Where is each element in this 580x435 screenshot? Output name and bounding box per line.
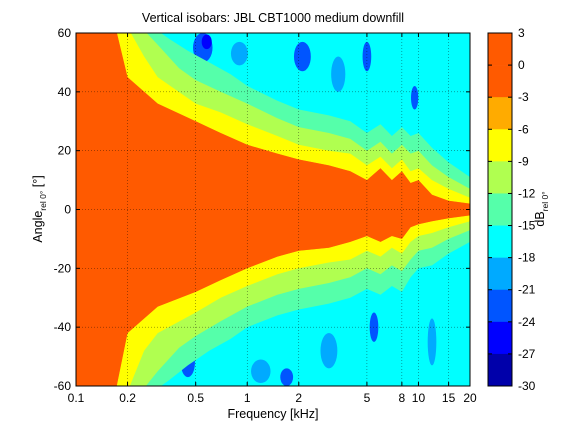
colorbar-band-3 [488,129,512,162]
x-tick-label-0.5: 0.5 [187,391,204,405]
low-level-patch-4 [331,56,346,92]
colorbar-tick-label--6: -6 [518,122,529,136]
colorbar-tick-label--21: -21 [518,283,536,297]
colorbar-band-8 [488,289,512,323]
y-tick-label-60: 60 [58,26,72,40]
colorbar-band-7 [488,257,512,291]
low-level-patch-3 [293,41,311,72]
colorbar-band-6 [488,225,512,258]
x-tick-label-0.2: 0.2 [119,391,136,405]
colorbar-tick-label--24: -24 [518,315,536,329]
x-axis-ticks: 0.1 0.2 0.5 1 2 5 8 10 15 20 [68,33,477,405]
y-axis-label: Anglerel 0° [°] [31,175,48,242]
low-level-patch-1 [201,34,212,50]
colorbar-tick-label--27: -27 [518,347,536,361]
y-tick-label--20: -20 [54,261,72,275]
low-level-patch-12 [427,318,437,366]
y-axis-ticks: 60 40 20 0 -20 -40 -60 [54,26,470,393]
colorbar-band-9 [488,321,512,355]
x-tick-label-0.1: 0.1 [68,391,85,405]
colorbar-band-1 [488,65,512,98]
colorbar-tick-label--15: -15 [518,219,536,233]
x-tick-label-15: 15 [442,391,456,405]
colorbar-tick-label-0: 0 [518,58,525,72]
low-level-patch-10 [320,333,338,369]
chart-title: Vertical isobars: JBL CBT1000 medium dow… [142,11,404,25]
isobar-field [76,33,470,386]
y-tick-label-0: 0 [64,203,71,217]
colorbar-label: dBrel 0° [533,191,550,226]
contour-band-core [76,33,470,386]
x-tick-label-10: 10 [412,391,426,405]
colorbar-band-4 [488,161,512,194]
y-tick-label--60: -60 [54,379,72,393]
y-axis-label-unit: [°] [31,175,45,190]
low-level-patch-6 [411,85,419,110]
colorbar-frame [487,32,513,387]
low-level-patch-8 [251,359,271,384]
y-tick-label--40: -40 [54,320,72,334]
grid [76,33,470,386]
colorbar: 3 0 -3 -6 -9 -12 -15 -18 -21 -24 -27 -30 [487,26,536,393]
x-axis-label: Frequency [kHz] [227,407,318,421]
plot-area: 0.1 0.2 0.5 1 2 5 8 10 15 20 60 40 20 0 -20 -40 -60 [54,26,477,405]
colorbar-tick-label--18: -18 [518,251,536,265]
colorbar-tick-label--30: -30 [518,379,536,393]
colorbar-band-10 [488,353,512,387]
colorbar-band-2 [488,97,512,130]
colorbar-label-main: dB [533,211,547,226]
y-tick-label-20: 20 [58,144,72,158]
colorbar-tick-label--12: -12 [518,186,536,200]
y-tick-label-40: 40 [58,85,72,99]
x-tick-label-20: 20 [463,391,477,405]
colorbar-band-0 [488,33,512,66]
colorbar-label-sub: rel 0° [540,191,550,211]
low-level-patch-9 [280,368,294,386]
x-tick-label-1: 1 [244,391,251,405]
colorbar-tick-label--9: -9 [518,154,529,168]
colorbar-tick-label--3: -3 [518,90,529,104]
x-tick-label-5: 5 [364,391,371,405]
low-level-patch-5 [362,41,372,72]
colorbar-band-5 [488,193,512,226]
y-axis-label-sub: rel 0° [38,191,48,211]
x-tick-label-2: 2 [295,391,302,405]
x-tick-label-8: 8 [399,391,406,405]
y-axis-label-main: Angle [31,211,45,243]
low-level-patch-2 [230,41,248,66]
colorbar-tick-label-3: 3 [518,26,525,40]
